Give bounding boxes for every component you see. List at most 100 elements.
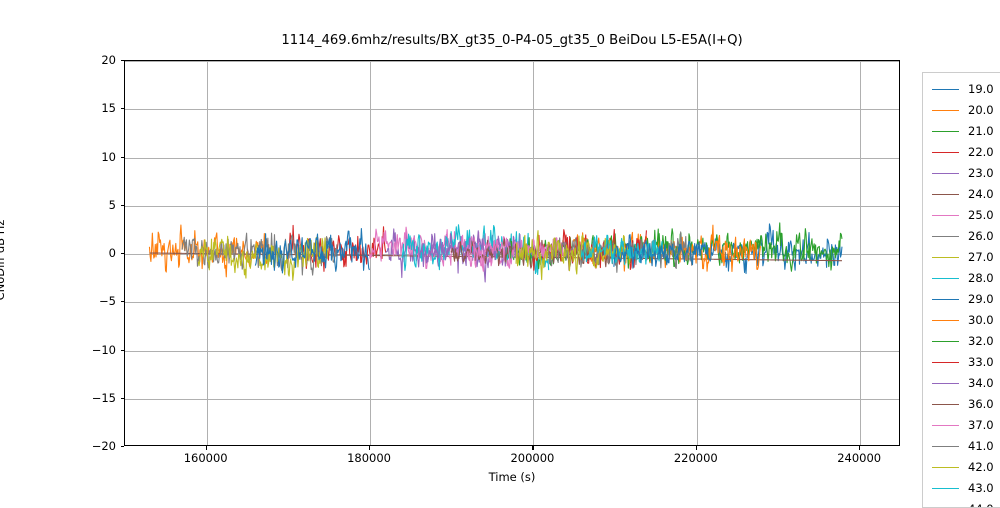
x-tick-mark <box>859 446 861 450</box>
legend-item-label: 23.0 <box>968 166 994 180</box>
x-tick-mark <box>695 446 697 450</box>
x-tick-label: 220000 <box>673 451 718 465</box>
legend-color-swatch <box>932 131 959 132</box>
legend-item[interactable]: 32.0 <box>923 331 1000 352</box>
y-tick-mark <box>120 253 124 255</box>
y-axis-label: CNoDiff dB Hz <box>0 219 7 301</box>
legend-item-label: 21.0 <box>968 124 994 138</box>
legend-color-swatch <box>932 110 959 111</box>
y-tick-mark <box>120 446 124 448</box>
legend-color-swatch <box>932 404 959 405</box>
legend-color-swatch <box>932 446 959 447</box>
legend-item-label: 25.0 <box>968 208 994 222</box>
legend-item-label: 42.0 <box>968 460 994 474</box>
legend-item[interactable]: 26.0 <box>923 226 1000 247</box>
gridline-horizontal <box>125 398 899 400</box>
y-tick-label: 15 <box>101 101 116 116</box>
y-tick-mark <box>120 397 124 399</box>
legend-item-label: 26.0 <box>968 229 994 243</box>
series-line <box>254 228 370 274</box>
x-tick-mark <box>532 446 534 450</box>
legend-color-swatch <box>932 299 959 300</box>
y-tick-label: −20 <box>91 439 116 453</box>
y-tick-mark <box>120 108 124 110</box>
legend-color-swatch <box>932 488 959 489</box>
legend-item-label: 20.0 <box>968 103 994 117</box>
gridline-horizontal <box>125 157 899 159</box>
series-layer <box>148 222 843 283</box>
legend-color-swatch <box>932 362 959 363</box>
legend-item[interactable]: 24.0 <box>923 184 1000 205</box>
legend-item[interactable]: 22.0 <box>923 142 1000 163</box>
legend-item[interactable]: 19.0 <box>923 79 1000 100</box>
gridline-horizontal <box>125 109 899 111</box>
legend-item-label: 28.0 <box>968 271 994 285</box>
legend-color-swatch <box>932 341 959 342</box>
plot-area <box>124 60 900 446</box>
gridline-vertical <box>370 61 372 445</box>
legend-item-label: 29.0 <box>968 292 994 306</box>
legend-color-swatch <box>932 257 959 258</box>
gridline-horizontal <box>125 61 899 62</box>
legend-item[interactable]: 25.0 <box>923 205 1000 226</box>
legend-item[interactable]: 41.0 <box>923 436 1000 457</box>
legend-color-swatch <box>932 215 959 216</box>
legend-item-label: 24.0 <box>968 187 994 201</box>
legend-color-swatch <box>932 89 959 90</box>
y-tick-label: 10 <box>101 149 116 164</box>
x-tick-mark <box>205 446 207 450</box>
legend-item[interactable]: 29.0 <box>923 289 1000 310</box>
y-tick-mark <box>120 301 124 303</box>
legend-item[interactable]: 21.0 <box>923 121 1000 142</box>
legend-color-swatch <box>932 236 959 237</box>
legend-item-label: 33.0 <box>968 355 994 369</box>
legend-color-swatch <box>932 320 959 321</box>
x-tick-label: 160000 <box>183 451 228 465</box>
legend-item[interactable]: 34.0 <box>923 373 1000 394</box>
legend-item[interactable]: 20.0 <box>923 100 1000 121</box>
y-tick-mark <box>120 204 124 206</box>
legend-item-label: 34.0 <box>968 376 994 390</box>
legend-item[interactable]: 44.0 <box>923 499 1000 508</box>
legend-item[interactable]: 27.0 <box>923 247 1000 268</box>
gridline-horizontal <box>125 302 899 304</box>
legend-item[interactable]: 37.0 <box>923 415 1000 436</box>
y-tick-label: 20 <box>101 53 116 67</box>
y-tick-label: 5 <box>108 197 116 212</box>
legend-item-label: 32.0 <box>968 334 994 348</box>
page-title: 1114_469.6mhz/results/BX_gt35_0-P4-05_gt… <box>281 33 743 48</box>
legend-item[interactable]: 42.0 <box>923 457 1000 478</box>
y-tick-label: −15 <box>91 390 116 405</box>
gridline-vertical <box>860 61 862 445</box>
legend-item[interactable]: 36.0 <box>923 394 1000 415</box>
y-tick-mark <box>120 60 124 62</box>
legend-item[interactable]: 43.0 <box>923 478 1000 499</box>
x-axis-label: Time (s) <box>488 470 536 484</box>
series-line <box>613 234 713 269</box>
legend-item-label: 27.0 <box>968 250 994 264</box>
x-tick-label: 240000 <box>837 451 882 465</box>
legend-color-swatch <box>932 173 959 174</box>
y-tick-label: −5 <box>99 294 116 309</box>
gridline-horizontal <box>125 205 899 207</box>
legend-item-label: 19.0 <box>968 82 994 96</box>
legend-item-label: 43.0 <box>968 481 994 495</box>
legend-item[interactable]: 23.0 <box>923 163 1000 184</box>
legend-color-swatch <box>932 194 959 195</box>
legend-item[interactable]: 33.0 <box>923 352 1000 373</box>
legend-item-label: 22.0 <box>968 145 994 159</box>
legend-item[interactable]: 30.0 <box>923 310 1000 331</box>
y-tick-label: 0 <box>108 246 116 260</box>
legend-item-label: 37.0 <box>968 418 994 432</box>
y-tick-mark <box>120 349 124 351</box>
y-tick-label: −10 <box>91 342 116 357</box>
legend-color-swatch <box>932 467 959 468</box>
legend: 19.0 20.0 21.0 22.0 23.0 24.0 25.0 26.0 27.0 28.0… <box>922 72 1000 508</box>
series-line <box>417 230 533 268</box>
x-tick-mark <box>369 446 371 450</box>
legend-color-swatch <box>932 383 959 384</box>
legend-color-swatch <box>932 152 959 153</box>
x-tick-label: 200000 <box>510 451 555 465</box>
legend-item[interactable]: 28.0 <box>923 268 1000 289</box>
